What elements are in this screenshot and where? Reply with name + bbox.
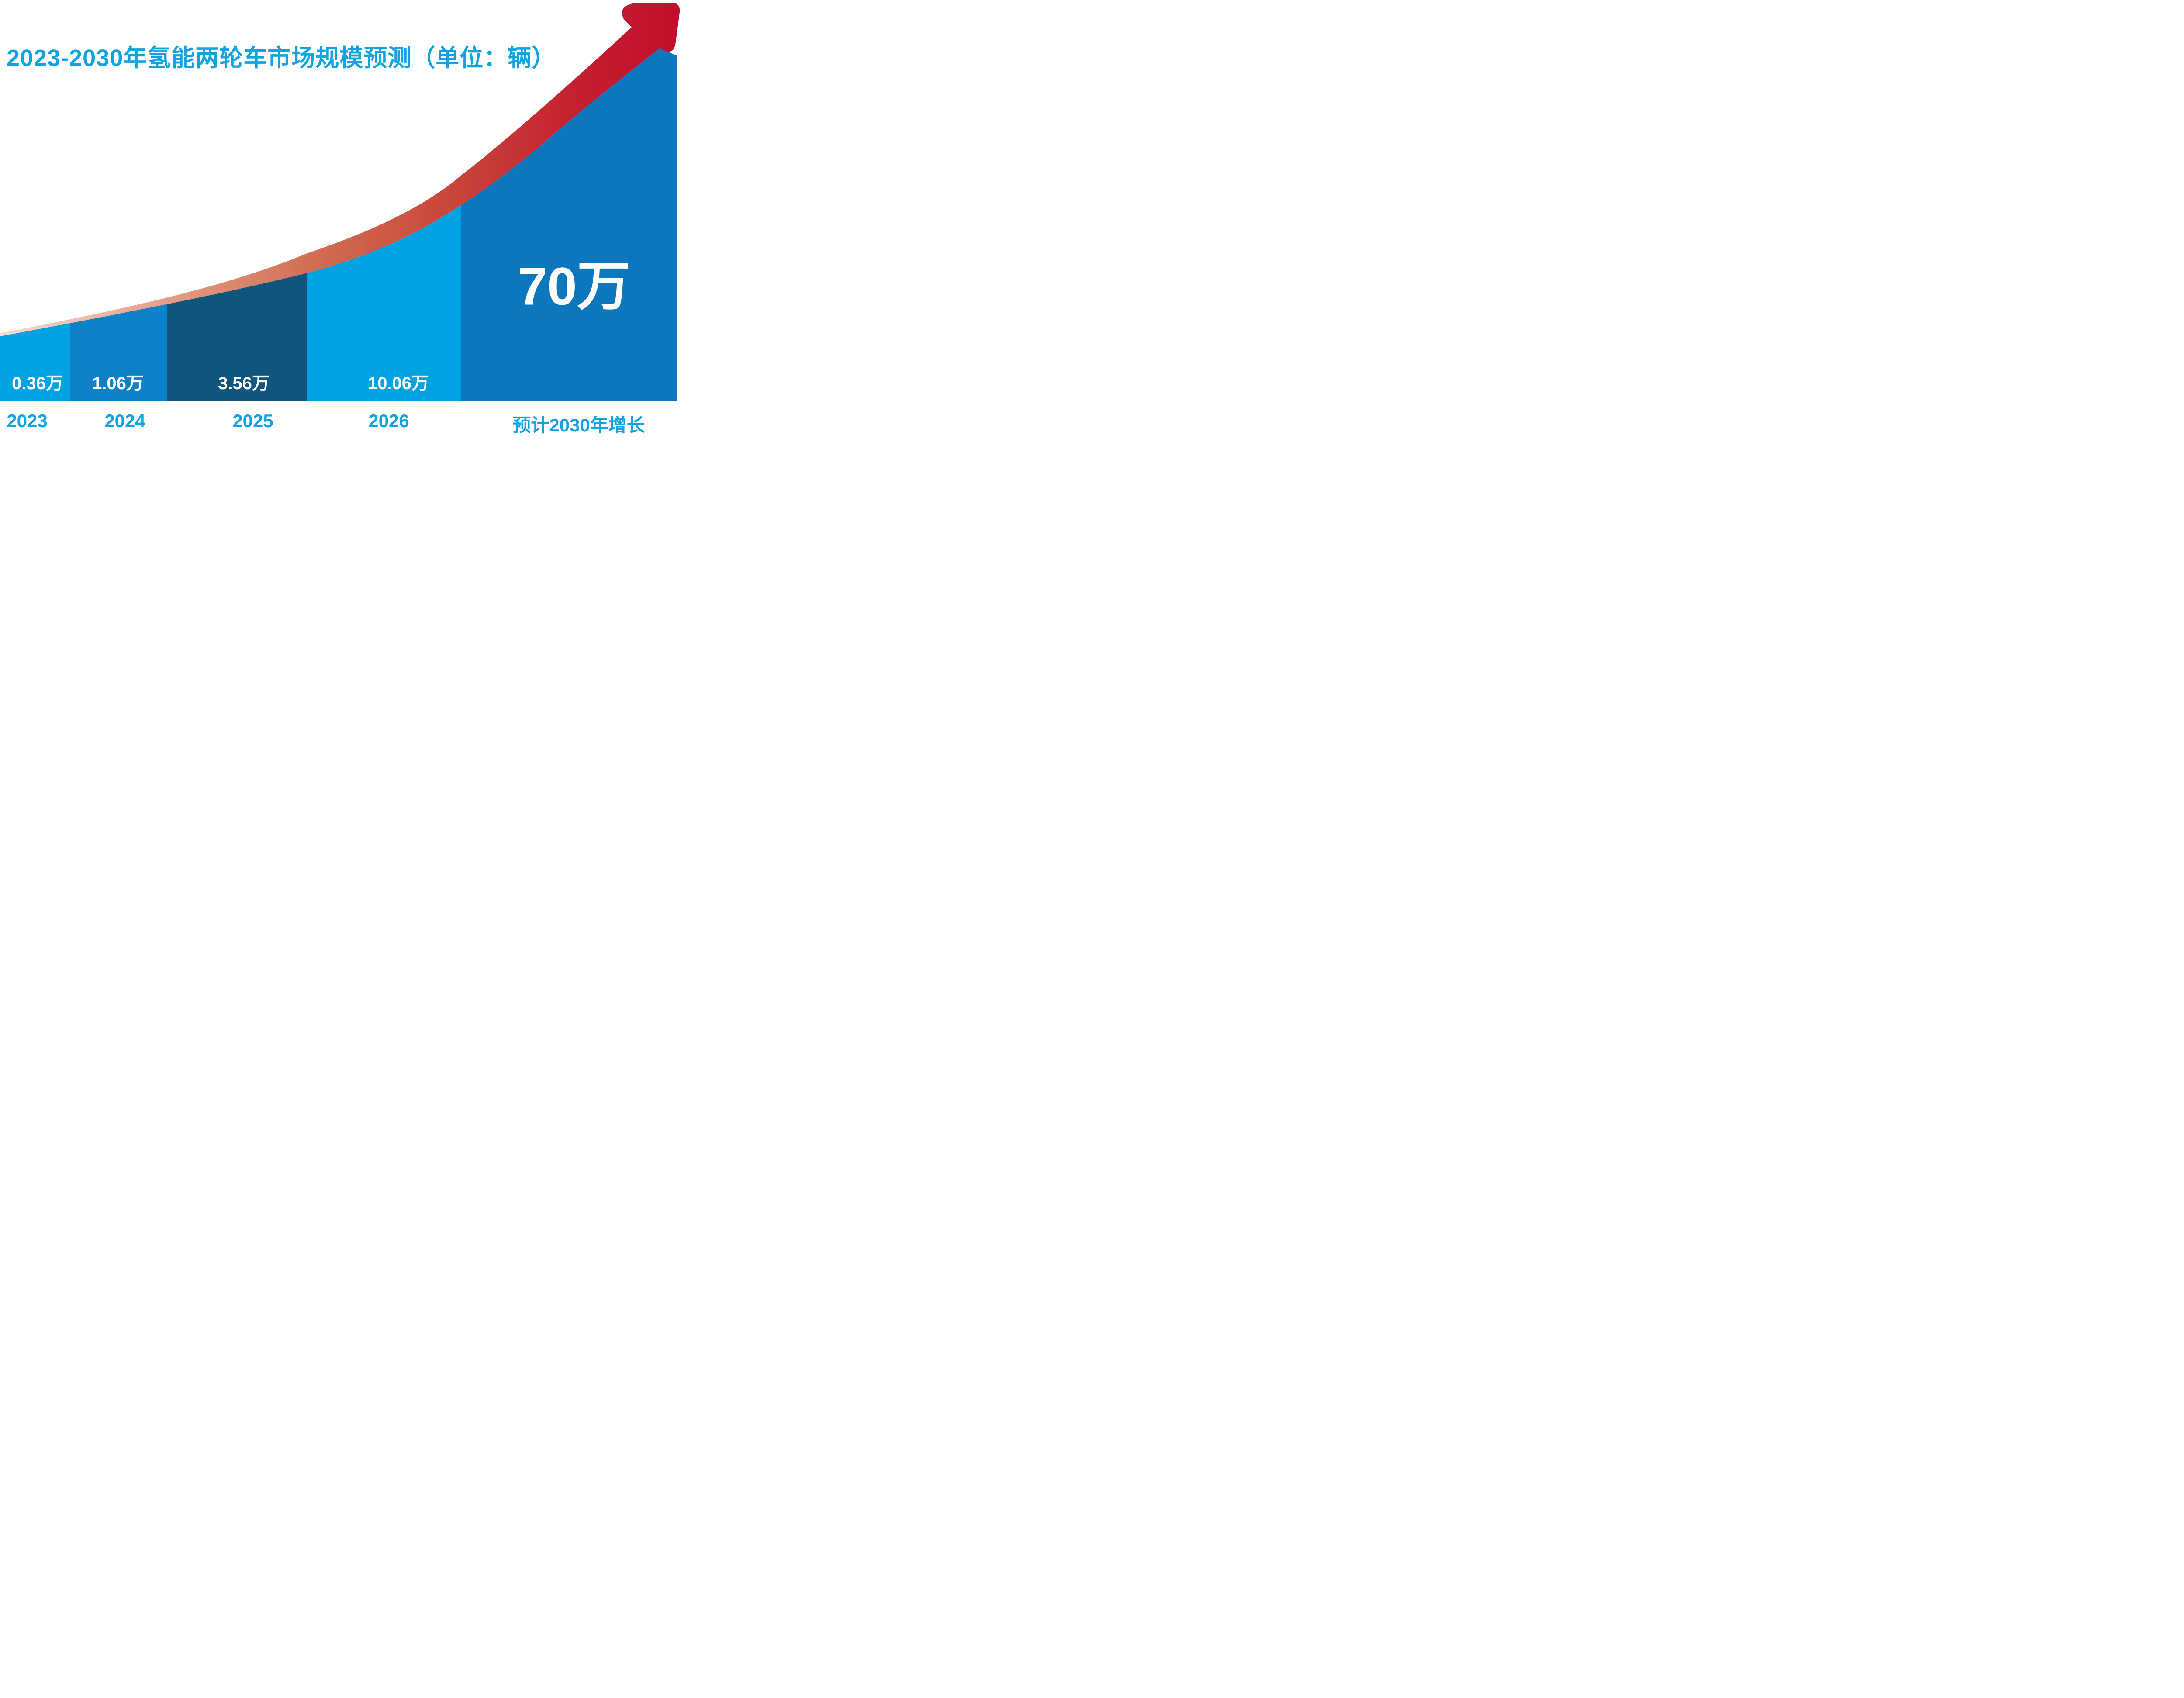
axis-label-2023: 2023 xyxy=(7,411,48,431)
value-label-2030: 70万 xyxy=(518,256,630,316)
value-label-2023: 0.36万 xyxy=(12,374,63,393)
chart-canvas: 2023-2030年氢能两轮车市场规模预测（单位：辆） 0.36万 1.06万 … xyxy=(0,0,685,435)
growth-area-chart xyxy=(0,3,680,401)
chart-title: 2023-2030年氢能两轮车市场规模预测（单位：辆） xyxy=(7,45,556,71)
axis-label-2030: 预计2030年增长 xyxy=(512,415,645,435)
axis-label-2026: 2026 xyxy=(368,411,409,431)
value-label-2026: 10.06万 xyxy=(367,374,429,393)
value-label-2024: 1.06万 xyxy=(92,374,144,393)
axis-label-2024: 2024 xyxy=(104,411,145,431)
value-label-2025: 3.56万 xyxy=(218,374,270,393)
axis-label-2025: 2025 xyxy=(232,411,273,431)
